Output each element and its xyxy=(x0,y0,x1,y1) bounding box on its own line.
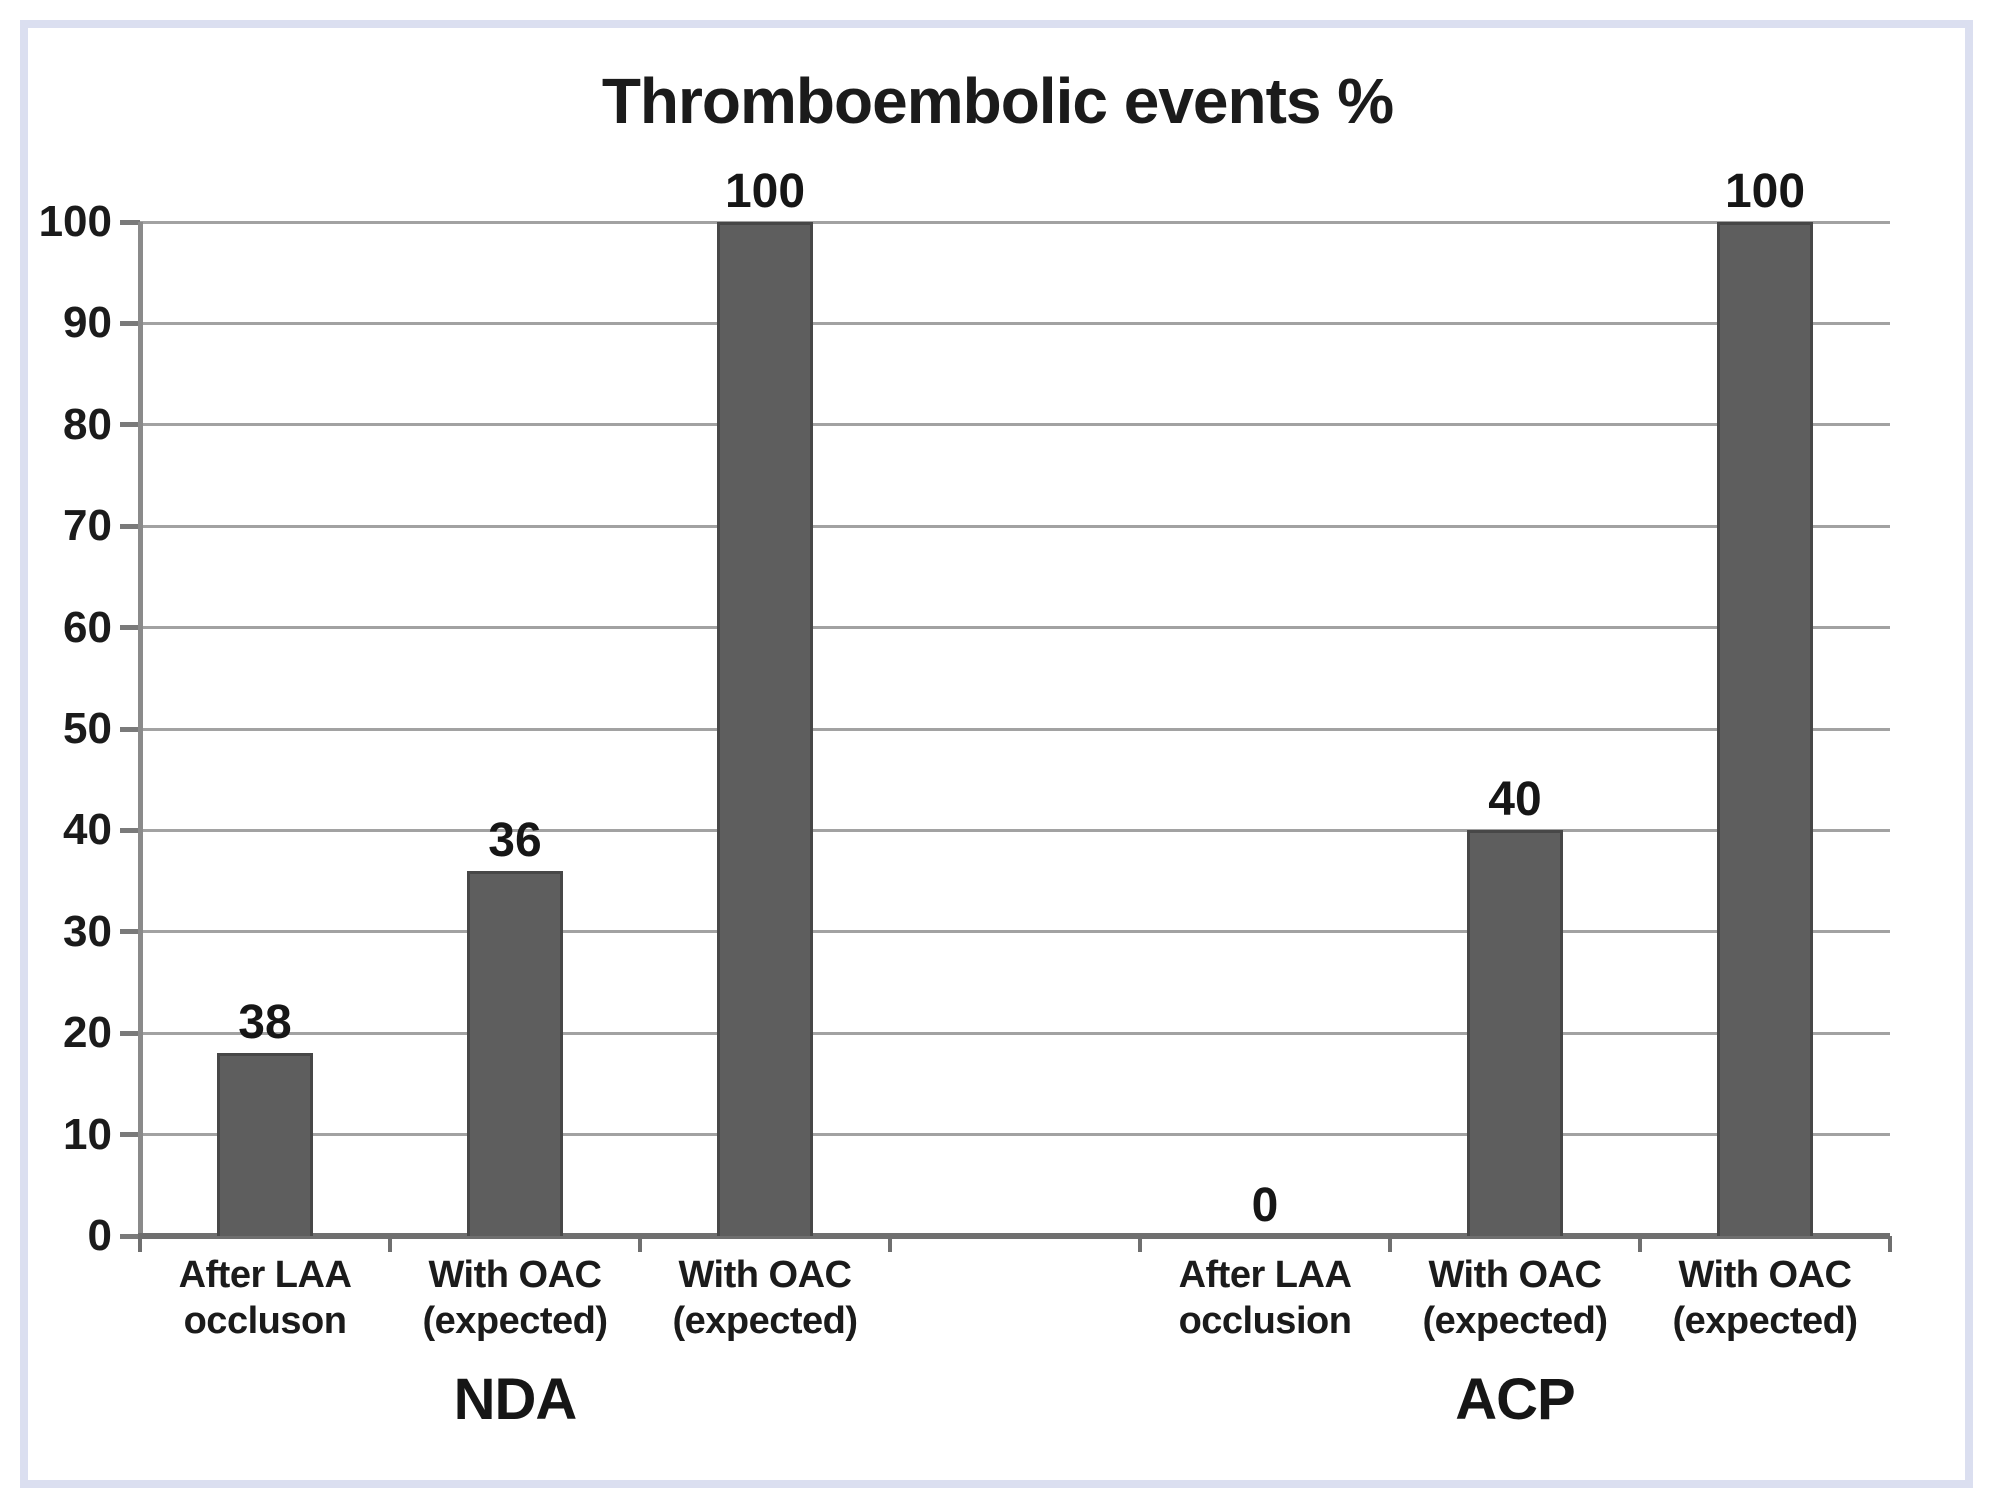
y-axis-tick-label-90: 90 xyxy=(63,298,112,348)
gridline-60 xyxy=(140,626,1890,630)
y-axis-tick-label-10: 10 xyxy=(63,1109,112,1159)
category-label: With OAC (expected) xyxy=(1641,1252,1889,1344)
figure-frame-border xyxy=(20,20,1973,1488)
category-label-line: (expected) xyxy=(672,1300,858,1342)
bar-value-label: 0 xyxy=(1251,1179,1279,1232)
y-axis-tick-label-30: 30 xyxy=(63,906,112,956)
gridline-20 xyxy=(140,1031,1890,1035)
y-axis-tick-30 xyxy=(120,929,140,935)
category-label-line: With OAC xyxy=(678,1254,852,1296)
category-label-line: (expected) xyxy=(1422,1300,1608,1342)
x-axis-tick-3 xyxy=(888,1236,892,1252)
y-axis-tick-20 xyxy=(120,1030,140,1036)
gridline-80 xyxy=(140,423,1890,427)
y-axis-tick-label-80: 80 xyxy=(63,399,112,449)
bar-value-label: 38 xyxy=(238,996,292,1050)
bar-nda-slot3 xyxy=(717,222,813,1236)
category-label-line: With OAC xyxy=(1678,1254,1852,1296)
category-label: After LAA occluson xyxy=(141,1252,389,1344)
category-label-line: After LAA xyxy=(1178,1254,1352,1296)
group-label-nda: NDA xyxy=(453,1367,578,1432)
y-axis-tick-0 xyxy=(120,1233,140,1239)
y-axis-tick-10 xyxy=(120,1132,140,1138)
y-axis-tick-label-70: 70 xyxy=(63,501,112,551)
y-axis-tick-40 xyxy=(120,827,140,833)
x-axis-tick-1 xyxy=(388,1236,392,1252)
category-label-line: occlusion xyxy=(1178,1300,1352,1342)
bar-nda-slot1 xyxy=(217,1053,313,1236)
x-axis-tick-7 xyxy=(1888,1236,1892,1252)
y-axis-tick-50 xyxy=(120,726,140,732)
bar-value-label: 40 xyxy=(1488,773,1542,827)
x-axis-tick-2 xyxy=(638,1236,642,1252)
x-axis-tick-4 xyxy=(1138,1236,1142,1252)
y-axis-tick-label-60: 60 xyxy=(63,602,112,652)
category-label: With OAC (expected) xyxy=(641,1252,889,1344)
y-axis-tick-label-40: 40 xyxy=(63,805,112,855)
y-axis-tick-70 xyxy=(120,523,140,529)
gridline-30 xyxy=(140,930,1890,934)
y-axis-line xyxy=(138,222,143,1236)
bar-acp-slot6 xyxy=(1467,830,1563,1236)
bar-value-label: 36 xyxy=(488,813,542,867)
x-axis-tick-5 xyxy=(1388,1236,1392,1252)
bar-value-label: 100 xyxy=(1724,165,1806,218)
bar-value-label: 100 xyxy=(724,165,806,218)
gridline-40 xyxy=(140,828,1890,832)
gridline-100 xyxy=(140,220,1890,224)
group-label-acp: ACP xyxy=(1455,1367,1575,1432)
category-label: After LAA occlusion xyxy=(1141,1252,1389,1344)
bar-nda-slot2 xyxy=(467,870,563,1236)
y-axis-tick-100 xyxy=(120,219,140,225)
category-label-line: (expected) xyxy=(422,1300,608,1342)
y-axis-tick-80 xyxy=(120,422,140,428)
gridline-90 xyxy=(140,321,1890,325)
category-label: With OAC (expected) xyxy=(1391,1252,1639,1344)
category-label-line: (expected) xyxy=(1672,1300,1858,1342)
x-axis-tick-6 xyxy=(1638,1236,1642,1252)
y-axis-tick-label-50: 50 xyxy=(63,704,112,753)
gridline-70 xyxy=(140,524,1890,528)
category-label-line: occluson xyxy=(183,1300,347,1342)
y-axis-tick-label-20: 20 xyxy=(63,1008,112,1058)
category-label-line: With OAC xyxy=(428,1254,602,1296)
category-label-line: With OAC xyxy=(1428,1254,1602,1296)
chart-title: Thromboembolic events % xyxy=(601,65,1394,137)
y-axis-tick-60 xyxy=(120,625,140,631)
y-axis-tick-90 xyxy=(120,320,140,326)
y-axis-tick-label-100: 100 xyxy=(38,197,112,246)
category-label: With OAC (expected) xyxy=(391,1252,639,1344)
gridline-10 xyxy=(140,1133,1890,1137)
x-axis-line xyxy=(138,1233,1890,1239)
category-label-line: After LAA xyxy=(178,1254,352,1296)
gridline-50 xyxy=(140,727,1890,731)
y-axis-tick-label-0: 0 xyxy=(87,1211,112,1260)
x-axis-tick-0 xyxy=(138,1236,142,1252)
bar-acp-slot7 xyxy=(1717,222,1813,1236)
